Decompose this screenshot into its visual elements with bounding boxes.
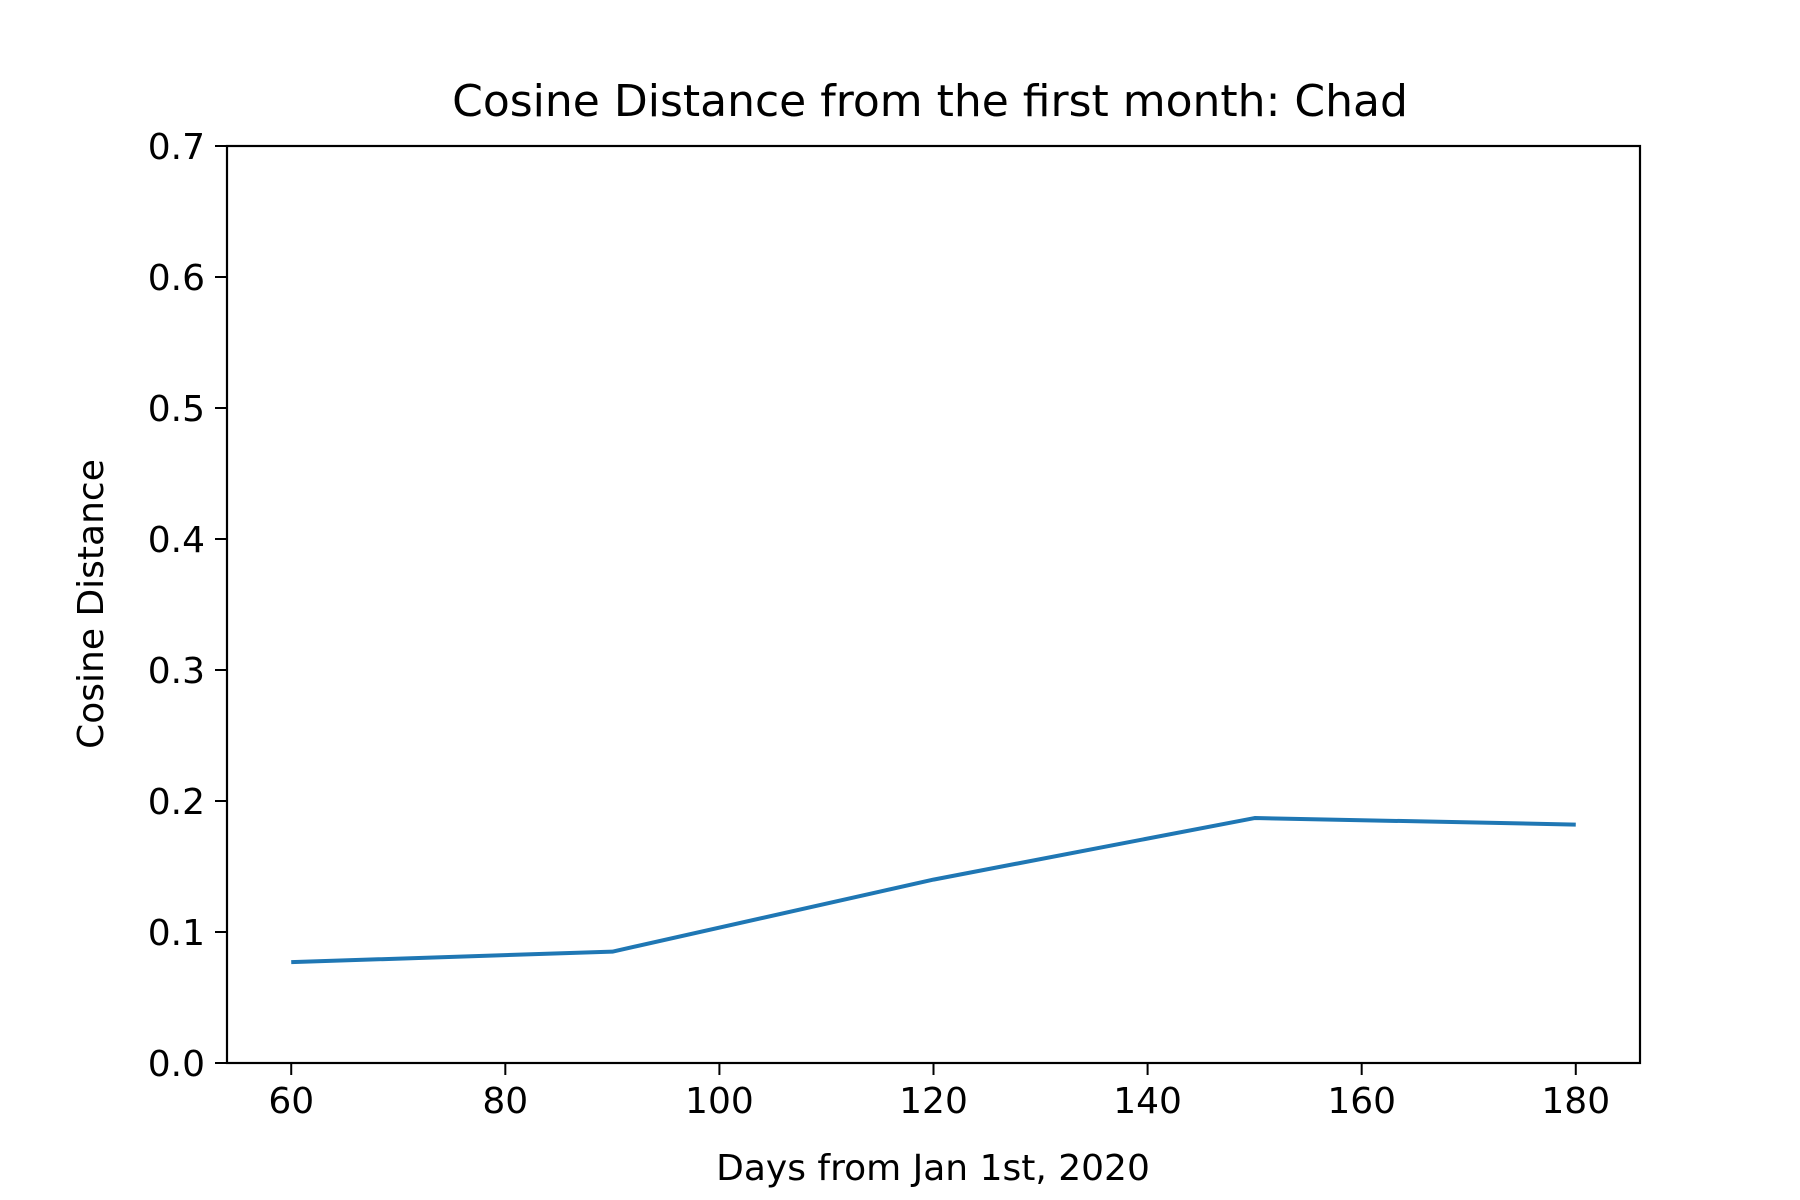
x-tick-label: 60 <box>268 1081 314 1122</box>
y-tick-label: 0.7 <box>148 127 205 168</box>
y-axis-label: Cosine Distance <box>71 459 112 749</box>
y-tick-label: 0.1 <box>148 913 205 954</box>
x-tick-label: 120 <box>899 1081 968 1122</box>
x-tick-label: 140 <box>1113 1081 1182 1122</box>
y-tick-label: 0.2 <box>148 782 205 823</box>
y-tick-label: 0.0 <box>148 1044 205 1085</box>
x-tick-label: 180 <box>1541 1081 1610 1122</box>
x-tick-label: 100 <box>685 1081 754 1122</box>
x-axis-label: Days from Jan 1st, 2020 <box>716 1148 1150 1189</box>
y-tick-label: 0.5 <box>148 389 205 430</box>
x-tick-label: 80 <box>482 1081 528 1122</box>
y-tick-label: 0.3 <box>148 651 205 692</box>
y-axis-ticks: 0.0 0.1 0.2 0.3 0.4 0.5 0.6 0.7 <box>148 127 227 1085</box>
y-tick-label: 0.4 <box>148 520 205 561</box>
chart-title: Cosine Distance from the first month: Ch… <box>452 76 1408 127</box>
y-tick-label: 0.6 <box>148 258 205 299</box>
series-layer <box>291 816 1576 965</box>
x-axis-ticks: 60 80 100 120 140 160 180 <box>268 1063 1610 1122</box>
x-tick-label: 160 <box>1327 1081 1396 1122</box>
